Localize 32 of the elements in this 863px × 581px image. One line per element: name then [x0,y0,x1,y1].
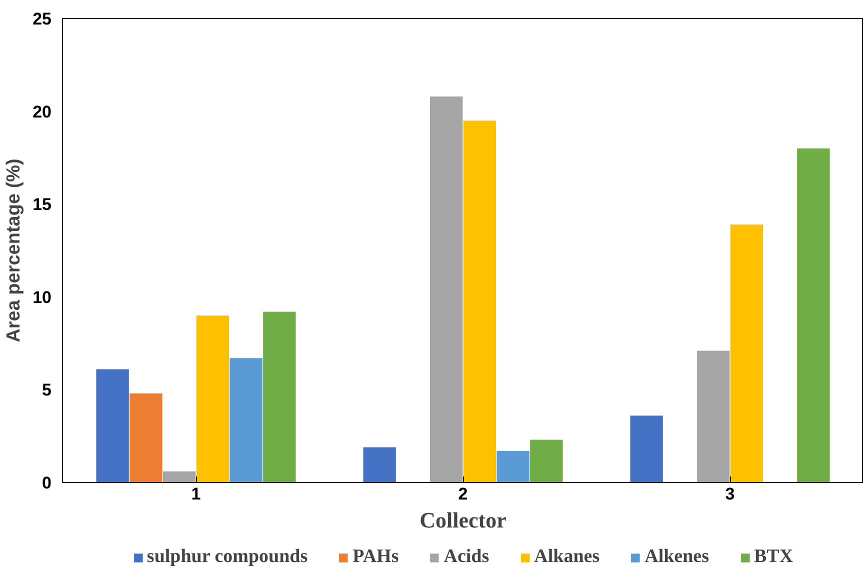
y-tick-label: 10 [32,288,52,307]
legend-label: Alkanes [534,546,600,568]
bar [530,440,563,482]
legend-label: Acids [444,546,490,568]
y-tick-label: 20 [32,102,52,122]
bar [496,450,530,482]
x-tick-label: 1 [191,484,201,504]
legend-label: BTX [754,546,794,568]
legend-label: sulphur compounds [146,546,308,568]
bar [630,416,663,482]
bar [196,315,230,482]
x-tick-label: 2 [458,484,468,504]
bar [463,120,496,482]
y-tick-label: 0 [42,474,52,492]
bar [363,447,396,482]
y-axis-title: Area percentage (%) [4,158,25,342]
bar [263,312,296,482]
x-tick-label: 3 [725,484,735,504]
y-tick-label: 15 [32,195,52,214]
bar [162,471,196,482]
bar [430,96,463,482]
legend-label: Alkenes [644,546,709,568]
bar [730,224,764,482]
legend-label: PAHs [352,546,399,568]
x-axis-title: Collector [420,508,507,532]
bar [230,358,262,482]
y-tick-label: 5 [42,380,52,400]
bar [696,350,730,482]
bar [130,393,162,482]
bar [96,369,129,482]
bar [797,148,830,482]
y-tick-label: 25 [32,10,52,28]
